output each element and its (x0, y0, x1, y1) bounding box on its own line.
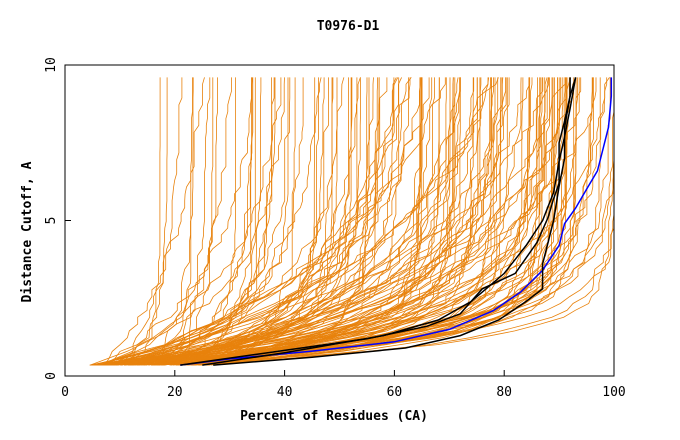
model-curve (200, 77, 562, 366)
x-tick-label: 20 (167, 385, 183, 400)
model-curve (98, 77, 388, 366)
model-curve (123, 77, 494, 366)
model-curve (207, 77, 433, 366)
model-curve (184, 77, 593, 366)
model-curve (175, 77, 522, 366)
model-curve (161, 77, 594, 366)
y-tick-label: 0 (44, 372, 59, 380)
model-curve (144, 77, 395, 366)
model-curve (121, 77, 338, 366)
model-curve (95, 77, 461, 366)
model-curve (100, 77, 397, 366)
x-tick-label: 0 (61, 385, 69, 400)
axis-ticks: 0 20 40 60 80 100 0 5 10 (44, 57, 626, 400)
model-curve (206, 77, 482, 366)
model-curve (155, 77, 333, 366)
highlight-curve (213, 77, 571, 366)
model-curve (100, 77, 411, 366)
model-curve (163, 77, 608, 366)
model-curve (170, 77, 368, 366)
model-curve (92, 77, 421, 366)
y-tick-label: 10 (44, 57, 59, 73)
model-curve (184, 77, 319, 366)
model-curve (126, 77, 168, 366)
y-tick-label: 5 (44, 217, 59, 225)
model-curve (109, 77, 446, 366)
model-curve (115, 77, 276, 366)
model-curve (134, 77, 475, 366)
model-curve (111, 77, 282, 366)
model-curve (136, 77, 329, 366)
model-curve (98, 77, 491, 366)
model-curve (95, 77, 582, 366)
model-curve (107, 77, 615, 366)
model-curve (127, 77, 543, 366)
x-tick-label: 100 (602, 385, 625, 400)
model-curve (89, 77, 549, 366)
highlight-curve (180, 77, 613, 366)
model-curve (204, 77, 490, 366)
model-curve (136, 77, 456, 366)
model-curve (105, 77, 218, 366)
model-curve (104, 77, 205, 366)
x-tick-label: 60 (387, 385, 403, 400)
model-curve (116, 77, 478, 366)
model-curve (107, 77, 454, 366)
model-curve (161, 77, 214, 366)
model-curve (198, 77, 361, 366)
model-curve (120, 77, 478, 366)
model-curve (125, 77, 291, 366)
model-curve (89, 77, 285, 366)
model-curve (148, 77, 254, 366)
model-curve (120, 77, 510, 366)
x-axis-label: Percent of Residues (CA) (240, 409, 428, 424)
model-curve (102, 77, 252, 366)
x-tick-label: 80 (496, 385, 512, 400)
model-curve (95, 77, 575, 366)
model-curve (169, 77, 232, 366)
model-curve (92, 77, 610, 366)
model-curve (107, 77, 430, 366)
model-curve (89, 77, 564, 366)
model-curve (133, 77, 161, 366)
model-curve (103, 77, 502, 366)
model-curve (121, 77, 183, 366)
model-curve (187, 77, 322, 366)
model-curve (199, 77, 325, 366)
model-curve (178, 77, 399, 366)
model-curve (97, 77, 507, 366)
y-axis-label: Distance Cutoff, A (20, 161, 35, 302)
model-curve (211, 77, 435, 366)
highlighted-curves (180, 77, 613, 366)
model-curve (157, 77, 541, 366)
x-tick-label: 40 (277, 385, 293, 400)
model-curve (112, 77, 489, 366)
model-curve (92, 77, 304, 366)
model-curve (148, 77, 409, 366)
model-curve (112, 77, 577, 366)
model-curve (197, 77, 352, 366)
model-curve (193, 77, 402, 366)
model-curve (205, 77, 555, 366)
model-curve (98, 77, 345, 366)
model-curve (104, 77, 524, 366)
model-curve (123, 77, 447, 366)
model-curves (89, 77, 615, 366)
chart-title: T0976-D1 (317, 19, 380, 34)
model-curve (99, 77, 506, 366)
model-curve (113, 77, 580, 366)
model-curve (183, 77, 499, 366)
model-curve (121, 77, 499, 366)
model-curve (164, 77, 254, 366)
model-curve (207, 77, 544, 366)
model-curve (177, 77, 508, 366)
model-curve (130, 77, 577, 366)
model-curve (90, 77, 549, 366)
model-curve (178, 77, 272, 366)
